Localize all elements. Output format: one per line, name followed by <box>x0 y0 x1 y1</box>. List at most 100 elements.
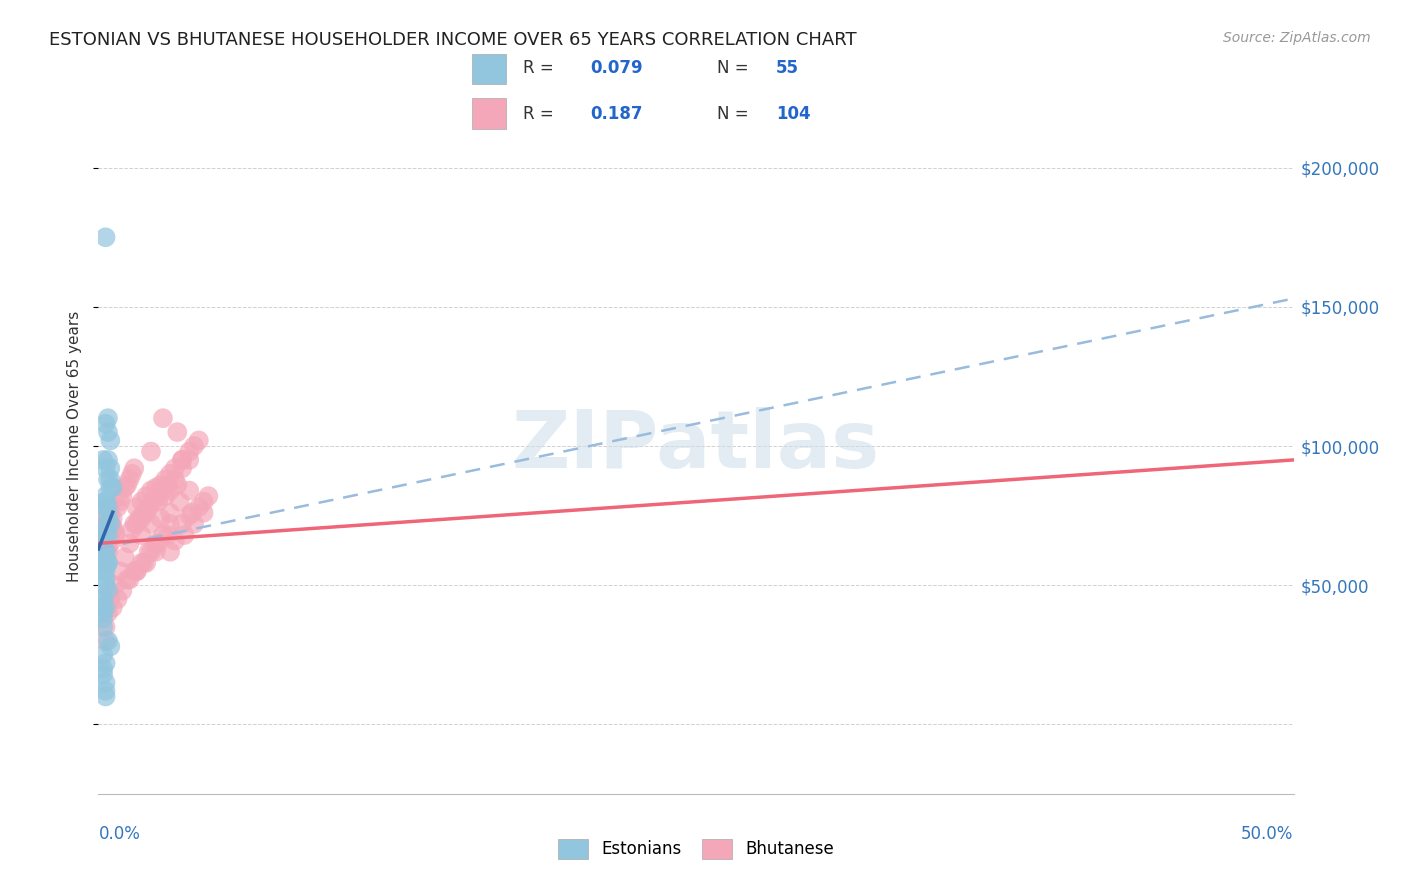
Point <box>149 511 172 525</box>
Point <box>135 489 157 503</box>
Point <box>139 483 162 498</box>
Point <box>97 500 120 515</box>
Point <box>179 483 201 498</box>
Legend: Estonians, Bhutanese: Estonians, Bhutanese <box>551 832 841 865</box>
Point <box>172 516 194 531</box>
Point <box>94 620 117 634</box>
Text: 0.079: 0.079 <box>591 59 643 77</box>
Point <box>97 556 120 570</box>
Point <box>148 494 170 508</box>
Point <box>98 434 122 448</box>
Y-axis label: Householder Income Over 65 years: Householder Income Over 65 years <box>67 310 83 582</box>
Point <box>125 516 148 531</box>
Point <box>118 536 141 550</box>
Point <box>98 508 122 523</box>
Point <box>94 461 117 475</box>
Point <box>183 516 205 531</box>
Text: R =: R = <box>523 59 554 77</box>
Point <box>169 494 191 508</box>
Point <box>104 578 127 592</box>
Point <box>163 533 186 548</box>
Point <box>124 516 146 531</box>
Point <box>91 667 114 681</box>
Point <box>159 467 181 481</box>
Point <box>148 536 170 550</box>
Point <box>179 508 201 523</box>
Point <box>173 528 195 542</box>
Point <box>118 472 141 486</box>
Point <box>121 523 143 537</box>
Point <box>94 573 117 587</box>
Point <box>159 483 181 498</box>
Text: R =: R = <box>523 105 554 123</box>
Point <box>183 439 205 453</box>
Point <box>94 578 117 592</box>
Point <box>91 508 114 523</box>
Point <box>114 481 136 495</box>
Text: 50.0%: 50.0% <box>1241 825 1294 843</box>
Point <box>125 564 148 578</box>
FancyBboxPatch shape <box>472 98 506 129</box>
Point <box>159 506 181 520</box>
Point <box>107 592 129 607</box>
Point <box>98 472 122 486</box>
Point <box>197 489 219 503</box>
Point <box>131 511 153 525</box>
Point <box>91 606 114 620</box>
Point <box>152 483 174 498</box>
Point <box>114 550 136 565</box>
Point <box>193 506 215 520</box>
Point <box>193 494 215 508</box>
Point <box>97 633 120 648</box>
Point <box>101 511 124 525</box>
Point <box>97 453 120 467</box>
Point <box>111 489 134 503</box>
Point <box>172 461 194 475</box>
Point <box>94 550 117 565</box>
Point <box>97 508 120 523</box>
Point <box>115 573 138 587</box>
Point <box>98 640 122 654</box>
Point <box>172 453 194 467</box>
Text: 55: 55 <box>776 59 799 77</box>
Point <box>107 500 129 515</box>
Point <box>98 461 122 475</box>
Point <box>108 564 131 578</box>
Point <box>187 434 209 448</box>
Text: N =: N = <box>717 105 748 123</box>
Point <box>115 478 138 492</box>
Point <box>91 592 114 607</box>
Point <box>142 494 165 508</box>
Point <box>94 230 117 244</box>
Point <box>155 489 177 503</box>
Point <box>98 481 122 495</box>
Point <box>98 592 122 607</box>
Point <box>94 523 117 537</box>
Point <box>172 453 194 467</box>
Point <box>94 690 117 704</box>
Point <box>91 592 114 607</box>
Text: 0.0%: 0.0% <box>98 825 141 843</box>
Point <box>156 478 179 492</box>
Point <box>91 453 114 467</box>
Point <box>94 523 117 537</box>
Point <box>159 545 181 559</box>
Point <box>98 531 122 545</box>
Point <box>94 675 117 690</box>
Point <box>139 545 162 559</box>
Point <box>94 489 117 503</box>
Point <box>118 573 141 587</box>
Point <box>94 633 117 648</box>
Point <box>179 444 201 458</box>
Point <box>131 556 153 570</box>
Point <box>97 514 120 528</box>
Point <box>91 662 114 676</box>
Point <box>131 494 153 508</box>
Point <box>101 519 124 533</box>
Point <box>159 516 181 531</box>
Text: N =: N = <box>717 59 748 77</box>
Point <box>163 461 186 475</box>
Point <box>98 516 122 531</box>
Point <box>124 461 146 475</box>
Point <box>94 564 117 578</box>
